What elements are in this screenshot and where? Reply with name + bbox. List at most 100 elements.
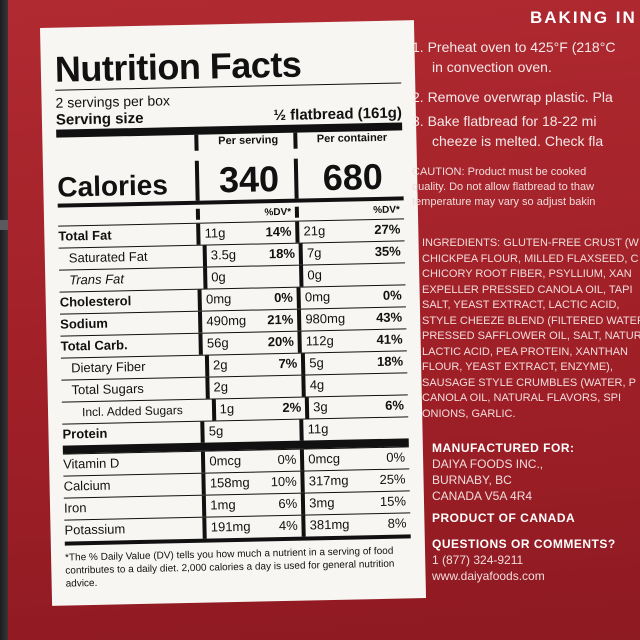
amount: 1mg bbox=[210, 497, 236, 513]
nutrient-label: Cholesterol bbox=[59, 293, 132, 310]
amount: 490mg bbox=[206, 312, 247, 329]
ingredients-line: PRESSED SAFFLOWER OIL, SALT, NATUR bbox=[422, 330, 640, 342]
nutrient-label: Saturated Fat bbox=[68, 248, 148, 266]
amount: 0g bbox=[307, 267, 323, 283]
ingredients-line: CHICORY ROOT FIBER, PSYLLIUM, XAN bbox=[422, 268, 632, 280]
serving-size-label: Serving size bbox=[55, 109, 144, 129]
per-serving-cell: 191mg 4% bbox=[202, 515, 302, 539]
amount: 381mg bbox=[309, 516, 350, 533]
nutrient-label: Total Carb. bbox=[60, 337, 128, 354]
daily-value: 41% bbox=[376, 331, 403, 348]
daily-value: 2% bbox=[282, 399, 302, 416]
per-container-cell: 3g 6% bbox=[305, 395, 409, 419]
daily-value: 18% bbox=[268, 245, 296, 262]
nutrient-label: Potassium bbox=[64, 521, 126, 538]
daily-value: 0% bbox=[386, 449, 406, 465]
per-serving-header: Per serving bbox=[194, 132, 294, 151]
amount: 11g bbox=[204, 225, 226, 241]
ingredients-list: INGREDIENTS: GLUTEN-FREE CRUST (W CHICKPE… bbox=[422, 236, 640, 422]
per-serving-cell: 3.5g 18% bbox=[202, 243, 300, 267]
caution-line-1: CAUTION: Product must be cooked bbox=[412, 166, 587, 178]
daily-value: 4% bbox=[278, 517, 298, 534]
nutrient-label: Iron bbox=[63, 500, 87, 516]
ingredients-line: EXPELLER PRESSED CANOLA OIL, TAPI bbox=[422, 283, 633, 296]
amount: 7g bbox=[306, 245, 322, 261]
product-origin: PRODUCT OF CANADA bbox=[432, 511, 576, 525]
amount: 980mg bbox=[305, 310, 346, 327]
mfg-line-2: BURNABY, BC bbox=[432, 473, 512, 487]
per-serving-cell: 490mg 21% bbox=[198, 309, 298, 333]
nutrient-label: Total Sugars bbox=[71, 380, 144, 398]
daily-value: 0% bbox=[273, 289, 294, 306]
nutrient-label: Trans Fat bbox=[69, 271, 125, 288]
per-container-cell: 21g 27% bbox=[295, 219, 405, 243]
dv-footnote: *The % Daily Value (DV) tells you how mu… bbox=[64, 545, 395, 590]
amount: 56g bbox=[206, 335, 229, 351]
mfg-line-3: CANADA V5A 4R4 bbox=[432, 489, 533, 503]
per-container-cell: 112g 41% bbox=[297, 329, 407, 353]
caution-line-2: quality. Do not allow flatbread to thaw bbox=[412, 181, 595, 193]
per-serving-cell: 0mcg 0% bbox=[201, 449, 301, 473]
ingredients-line: CHICKPEA FLOUR, MILLED FLAXSEED, C bbox=[422, 252, 639, 265]
nutrition-facts-label: Nutrition Facts 2 servings per box Servi… bbox=[40, 20, 427, 606]
ingredients-line: SALT, YEAST EXTRACT, LACTIC ACID, bbox=[422, 299, 620, 311]
amount: 3mg bbox=[309, 494, 335, 511]
ingredients-line: FLOUR, YEAST EXTRACT, ENZYME), bbox=[422, 361, 613, 373]
daily-value: 0% bbox=[277, 451, 297, 468]
daily-value: 0% bbox=[382, 287, 402, 303]
daily-value: 18% bbox=[376, 353, 404, 370]
per-serving-cell: 0mg 0% bbox=[197, 287, 298, 311]
per-container-cell: 0mg 0% bbox=[296, 285, 406, 309]
per-container-cell: 11g bbox=[299, 417, 409, 441]
per-serving-cell: 11g 14% bbox=[196, 221, 296, 245]
per-serving-cell: 56g 20% bbox=[198, 331, 299, 355]
nutrient-label: Total Fat bbox=[58, 227, 112, 244]
per-container-cell: 317mg 25% bbox=[300, 469, 410, 493]
nutrient-label: Protein bbox=[62, 425, 108, 442]
per-serving-cell: 1g 2% bbox=[211, 397, 306, 421]
amount: 158mg bbox=[209, 474, 250, 491]
amount: 0mcg bbox=[308, 450, 341, 467]
ingredients-line: INGREDIENTS: GLUTEN-FREE CRUST (W bbox=[422, 237, 639, 249]
per-container-cell: 5g 18% bbox=[301, 351, 408, 375]
daily-value: 7% bbox=[278, 355, 298, 372]
amount: 0mg bbox=[205, 291, 232, 307]
amount: 3g bbox=[313, 399, 328, 415]
nutrient-label: Calcium bbox=[63, 477, 111, 494]
amount: 11g bbox=[307, 421, 329, 437]
daily-value: 6% bbox=[385, 397, 405, 413]
nutrient-label: Incl. Added Sugars bbox=[81, 403, 183, 420]
amount: 0mcg bbox=[209, 452, 242, 469]
amount: 2g bbox=[213, 379, 229, 395]
amount: 5g bbox=[208, 423, 224, 439]
dv-header-serving: %DV* bbox=[196, 206, 296, 220]
nutrient-label: Dietary Fiber bbox=[70, 358, 146, 376]
amount: 112g bbox=[305, 332, 334, 349]
daily-value: 35% bbox=[374, 243, 401, 260]
baking-step-2: 2. Remove overwrap plastic. Pla bbox=[412, 89, 613, 105]
baking-step-3: 3. Bake flatbread for 18-22 mi bbox=[412, 113, 597, 129]
daily-value: 8% bbox=[387, 515, 407, 531]
amount: 0g bbox=[211, 269, 226, 285]
amount: 21g bbox=[303, 223, 326, 239]
ingredients-line: STYLE CHEEZE BLEND (FILTERED WATER, bbox=[422, 314, 640, 327]
amount: 5g bbox=[309, 355, 324, 371]
amount: 191mg bbox=[210, 518, 251, 535]
nutrient-label: Sodium bbox=[60, 315, 109, 332]
caution-line-3: temperature may vary so adjust bakin bbox=[412, 196, 596, 208]
amount: 317mg bbox=[308, 472, 349, 489]
per-container-cell: 980mg 43% bbox=[297, 307, 407, 331]
per-serving-cell: 158mg 10% bbox=[201, 471, 301, 495]
vitamin-rows: Vitamin D 0mcg 0% 0mcg 0% Calcium 158mg 10% 317m… bbox=[62, 446, 411, 542]
amount: 4g bbox=[309, 377, 325, 393]
calories-per-serving: 340 bbox=[195, 158, 295, 201]
per-container-cell: 381mg 8% bbox=[301, 513, 411, 537]
nutrient-rows: Total Fat 11g 14% 21g 27% Saturated Fat 3.5g 18… bbox=[58, 218, 409, 446]
baking-step-1-cont: in convection oven. bbox=[432, 59, 552, 75]
calories-row: Calories 340 680 bbox=[57, 146, 404, 203]
daily-value: 14% bbox=[265, 223, 292, 240]
per-serving-cell: 0g bbox=[203, 265, 300, 289]
daily-value: 6% bbox=[278, 495, 298, 512]
calories-label: Calories bbox=[57, 169, 169, 203]
daily-value: 10% bbox=[270, 473, 297, 490]
